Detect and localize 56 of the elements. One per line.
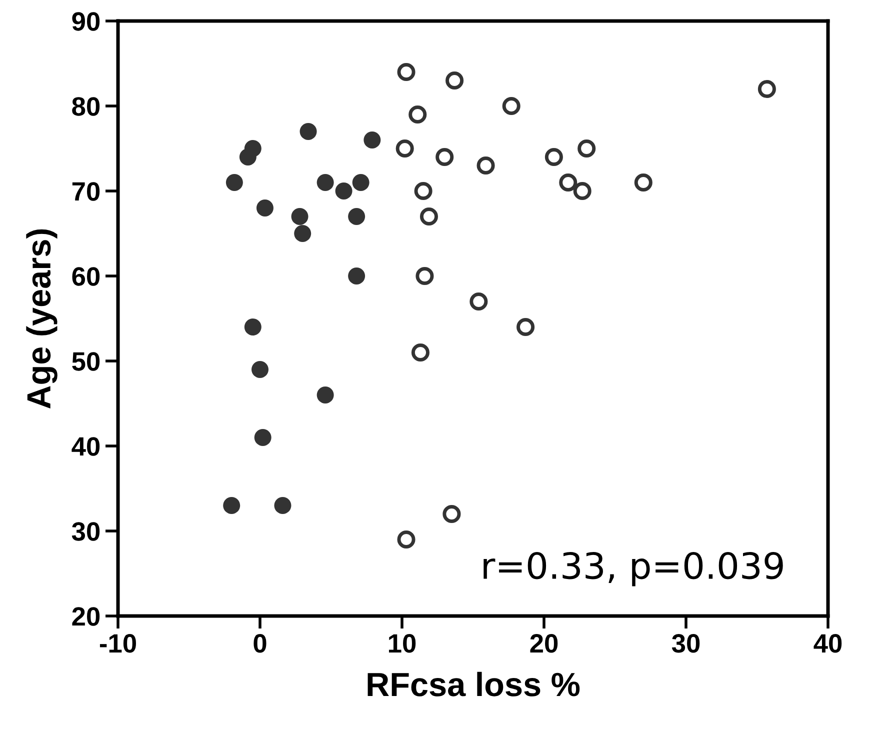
y-tick-label: 70 — [72, 182, 100, 201]
point — [223, 496, 240, 514]
point — [502, 96, 520, 116]
point — [416, 266, 434, 286]
point — [300, 122, 317, 140]
point — [316, 174, 334, 192]
point — [396, 139, 414, 158]
point — [634, 173, 652, 192]
y-tick-label: 60 — [72, 267, 100, 286]
y-tick-label: 40 — [72, 437, 100, 456]
point — [578, 139, 596, 158]
point — [446, 71, 464, 90]
point — [294, 224, 312, 242]
x-tick-label: 40 — [814, 634, 842, 653]
point — [397, 62, 416, 82]
y-tick-label: 20 — [72, 607, 100, 626]
x-tick-label: -10 — [100, 634, 136, 653]
point — [420, 207, 438, 226]
x-axis-title: RFcsa loss % — [368, 672, 580, 696]
point — [442, 504, 461, 524]
point — [436, 148, 454, 166]
point — [364, 131, 381, 149]
point — [408, 105, 427, 124]
point — [244, 318, 262, 336]
point — [470, 292, 488, 311]
point — [758, 80, 776, 98]
y-tick-label: 50 — [72, 352, 100, 371]
point — [256, 199, 274, 217]
point — [244, 140, 262, 158]
point — [411, 343, 430, 362]
x-tick-label: 0 — [254, 634, 266, 653]
x-tick-label: 10 — [388, 634, 416, 653]
point — [335, 182, 352, 200]
point — [254, 428, 272, 446]
x-tick-label: 20 — [530, 634, 558, 653]
point — [251, 360, 269, 378]
point — [291, 208, 308, 226]
y-tick-label: 30 — [72, 522, 100, 541]
point — [559, 173, 578, 192]
point — [226, 174, 243, 192]
point — [348, 267, 366, 285]
point — [348, 208, 366, 226]
point — [274, 496, 292, 514]
point — [573, 182, 592, 200]
point — [316, 386, 334, 404]
point — [476, 156, 495, 175]
point — [352, 174, 370, 192]
point — [544, 148, 563, 166]
y-axis-title: Age (years) — [26, 229, 58, 408]
point — [397, 530, 416, 549]
x-tick-label: 30 — [672, 634, 700, 653]
point — [414, 182, 432, 200]
y-tick-label: 80 — [72, 97, 100, 116]
y-tick-label: 90 — [72, 12, 100, 31]
annotation: r=0.33, p=0.039 — [484, 552, 783, 586]
point — [516, 318, 535, 336]
